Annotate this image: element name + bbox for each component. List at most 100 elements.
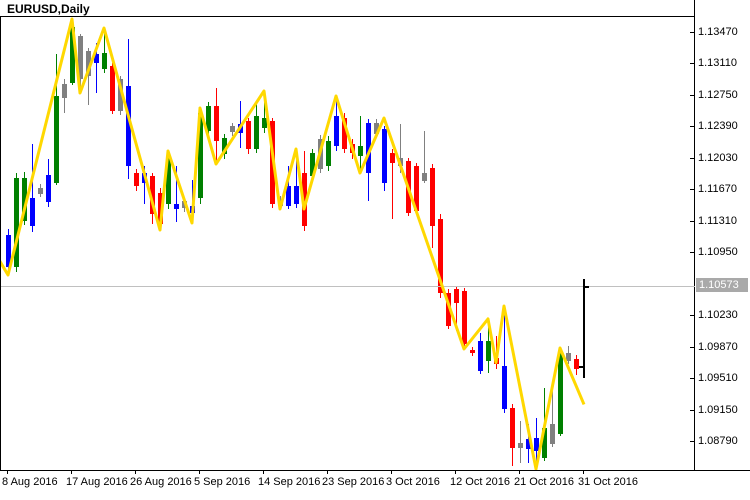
candle: [246, 121, 251, 149]
candle: [270, 121, 275, 204]
forming-bar: [583, 279, 585, 378]
price-tick: [690, 95, 695, 96]
candle: [22, 178, 27, 221]
candle-wick: [496, 336, 497, 369]
time-axis-label: 12 Oct 2016: [450, 476, 510, 488]
candle: [446, 293, 451, 326]
candle: [262, 118, 267, 128]
candle: [334, 116, 339, 146]
time-tick: [327, 470, 328, 474]
price-axis-label: 1.10950: [698, 246, 738, 258]
candle: [286, 186, 291, 206]
candle: [414, 166, 419, 211]
price-axis-label: 1.13110: [698, 57, 737, 69]
candle: [30, 198, 35, 226]
candle-wick: [360, 116, 361, 173]
time-tick: [7, 470, 8, 474]
candle: [518, 443, 523, 448]
forming-bar-open-tick: [579, 366, 583, 368]
candle: [558, 351, 563, 434]
candle: [494, 358, 499, 364]
candle: [238, 124, 243, 133]
candle: [230, 126, 235, 132]
price-tick: [690, 315, 695, 316]
candle: [70, 27, 75, 83]
candle: [550, 424, 555, 444]
candle: [190, 206, 195, 213]
candle: [310, 153, 315, 176]
candle: [542, 428, 547, 458]
candle: [406, 161, 411, 213]
price-axis-label: 1.09870: [698, 341, 738, 353]
time-tick: [263, 470, 264, 474]
price-axis-label: 1.12030: [698, 152, 738, 164]
time-axis-label: 31 Oct 2016: [578, 476, 638, 488]
time-axis-label: 26 Aug 2016: [130, 476, 192, 488]
time-tick: [583, 470, 584, 474]
candle: [398, 158, 403, 166]
candle: [430, 168, 435, 226]
forming-bar-close-tick: [585, 286, 589, 288]
candle: [118, 79, 123, 111]
time-axis-line: [0, 470, 750, 471]
price-axis-label: 1.11670: [698, 183, 737, 195]
price-tick: [690, 126, 695, 127]
zigzag-indicator: [1, 17, 586, 470]
candle: [502, 366, 507, 409]
candle-wick: [192, 180, 193, 223]
time-tick: [391, 470, 392, 474]
candle: [478, 341, 483, 371]
plot-area[interactable]: [0, 16, 695, 470]
time-axis-label: 17 Aug 2016: [66, 476, 128, 488]
candle: [102, 53, 107, 69]
candle: [326, 141, 331, 166]
candle: [278, 199, 283, 206]
candle: [510, 408, 515, 448]
candle: [6, 235, 11, 267]
symbol-timeframe-label: EURUSD,Daily: [7, 2, 90, 16]
candle: [46, 175, 51, 202]
time-axis-label: 5 Sep 2016: [194, 476, 251, 488]
price-axis-label: 1.12390: [698, 120, 738, 132]
candle: [318, 139, 323, 169]
candle: [142, 173, 147, 183]
candle: [254, 116, 259, 149]
candle: [342, 118, 347, 149]
time-axis-label: 14 Sep 2016: [258, 476, 321, 488]
candle: [166, 157, 171, 204]
candle: [110, 66, 115, 111]
price-tick: [690, 378, 695, 379]
candle: [454, 289, 459, 303]
time-tick: [135, 470, 136, 474]
price-axis-label: 1.09510: [698, 372, 738, 384]
time-axis-label: 3 Oct 2016: [386, 476, 440, 488]
candle: [134, 173, 139, 186]
candle: [438, 219, 443, 293]
price-tick: [690, 63, 695, 64]
price-tick: [690, 158, 695, 159]
price-tick: [690, 221, 695, 222]
candle: [470, 350, 475, 353]
candle: [534, 438, 539, 451]
candle: [222, 138, 227, 154]
candle: [214, 106, 219, 141]
current-price-value: 1.10573: [699, 279, 739, 291]
time-axis-label: 21 Oct 2016: [514, 476, 574, 488]
time-tick: [199, 470, 200, 474]
price-tick: [690, 32, 695, 33]
candle: [94, 54, 99, 63]
candle: [358, 146, 363, 156]
price-axis-label: 1.12750: [698, 89, 738, 101]
candle: [382, 129, 387, 183]
candle: [526, 439, 531, 449]
candle: [486, 341, 491, 361]
current-price-tag: 1.10573: [696, 278, 748, 292]
price-tick: [690, 441, 695, 442]
candle: [198, 113, 203, 198]
candle: [86, 51, 91, 76]
candle: [566, 353, 571, 361]
candle-wick: [144, 166, 145, 204]
price-axis-label: 1.13470: [698, 26, 738, 38]
price-tick: [690, 347, 695, 348]
